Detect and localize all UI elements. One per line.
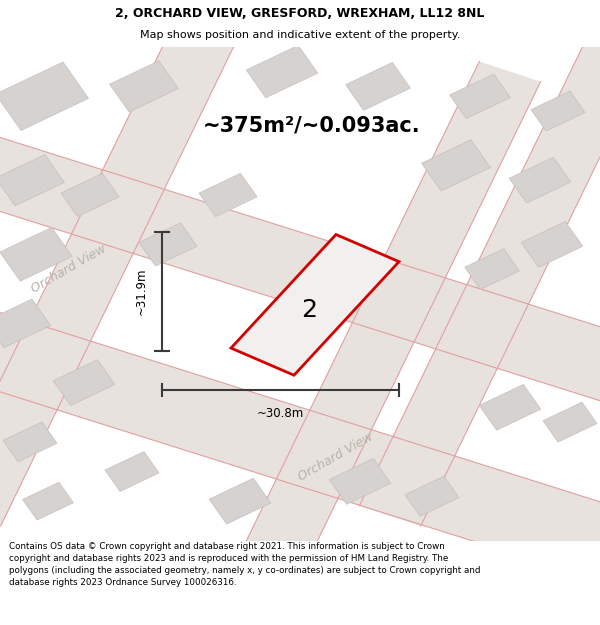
Text: ~31.9m: ~31.9m bbox=[134, 268, 148, 315]
Polygon shape bbox=[422, 140, 490, 191]
Polygon shape bbox=[479, 384, 541, 430]
Text: Orchard View: Orchard View bbox=[29, 242, 109, 296]
Polygon shape bbox=[465, 249, 519, 289]
Polygon shape bbox=[23, 482, 73, 520]
Polygon shape bbox=[359, 12, 600, 526]
Polygon shape bbox=[239, 61, 541, 576]
Polygon shape bbox=[61, 173, 119, 217]
Polygon shape bbox=[199, 173, 257, 217]
Polygon shape bbox=[139, 222, 197, 266]
Text: 2, ORCHARD VIEW, GRESFORD, WREXHAM, LL12 8NL: 2, ORCHARD VIEW, GRESFORD, WREXHAM, LL12… bbox=[115, 7, 485, 19]
Polygon shape bbox=[329, 459, 391, 504]
Polygon shape bbox=[209, 478, 271, 524]
Text: Orchard View: Orchard View bbox=[296, 430, 376, 483]
Polygon shape bbox=[0, 299, 600, 595]
Polygon shape bbox=[110, 61, 178, 112]
Polygon shape bbox=[53, 360, 115, 406]
Polygon shape bbox=[0, 123, 600, 415]
Polygon shape bbox=[509, 158, 571, 203]
Text: ~375m²/~0.093ac.: ~375m²/~0.093ac. bbox=[203, 116, 421, 136]
Polygon shape bbox=[346, 62, 410, 110]
Text: Map shows position and indicative extent of the property.: Map shows position and indicative extent… bbox=[140, 30, 460, 40]
Polygon shape bbox=[0, 154, 64, 206]
Polygon shape bbox=[3, 422, 57, 462]
Polygon shape bbox=[449, 74, 511, 119]
Text: 2: 2 bbox=[301, 298, 317, 322]
Polygon shape bbox=[246, 46, 318, 98]
Polygon shape bbox=[0, 228, 72, 281]
Polygon shape bbox=[231, 234, 399, 375]
Polygon shape bbox=[405, 476, 459, 516]
Text: Contains OS data © Crown copyright and database right 2021. This information is : Contains OS data © Crown copyright and d… bbox=[9, 542, 481, 587]
Polygon shape bbox=[521, 221, 583, 268]
Polygon shape bbox=[0, 62, 89, 131]
Polygon shape bbox=[0, 12, 241, 526]
Polygon shape bbox=[0, 299, 50, 348]
Polygon shape bbox=[531, 91, 585, 131]
Text: ~30.8m: ~30.8m bbox=[257, 408, 304, 420]
Polygon shape bbox=[543, 402, 597, 442]
Polygon shape bbox=[105, 451, 159, 491]
